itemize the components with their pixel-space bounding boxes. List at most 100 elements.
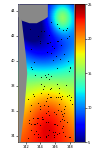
Point — [46, 75, 47, 78]
Point — [59, 58, 61, 60]
Point — [45, 136, 47, 139]
Point — [69, 99, 70, 101]
Point — [50, 95, 51, 98]
Point — [63, 112, 65, 114]
Point — [46, 134, 47, 137]
Point — [64, 104, 65, 107]
Point — [62, 115, 63, 117]
Point — [43, 30, 45, 33]
Point — [59, 120, 61, 122]
Point — [39, 136, 40, 139]
Point — [55, 96, 56, 98]
Point — [47, 50, 48, 53]
Point — [61, 113, 62, 115]
Point — [55, 55, 56, 58]
Point — [48, 105, 49, 108]
Point — [47, 93, 49, 95]
Point — [60, 98, 62, 100]
Point — [57, 40, 58, 42]
Point — [49, 96, 51, 98]
Point — [40, 92, 41, 94]
Point — [37, 35, 39, 38]
Point — [43, 118, 44, 120]
Point — [47, 133, 49, 136]
Point — [63, 119, 65, 122]
Point — [48, 105, 49, 107]
Point — [47, 73, 48, 75]
Point — [36, 117, 38, 120]
Point — [33, 133, 34, 136]
Point — [39, 42, 41, 45]
Point — [62, 127, 63, 129]
Point — [42, 88, 44, 90]
Point — [52, 131, 54, 133]
Point — [39, 124, 40, 127]
Point — [67, 121, 68, 123]
Point — [50, 20, 51, 23]
Point — [34, 61, 35, 63]
Point — [68, 94, 69, 96]
Point — [67, 95, 68, 97]
Point — [37, 136, 38, 138]
Point — [63, 108, 64, 110]
Point — [34, 74, 36, 77]
Point — [58, 26, 60, 29]
Point — [41, 30, 42, 32]
Point — [30, 66, 32, 68]
Polygon shape — [18, 4, 27, 142]
Point — [53, 136, 54, 138]
Point — [70, 67, 71, 69]
Point — [51, 45, 53, 48]
Point — [61, 118, 62, 121]
Point — [30, 48, 32, 50]
Point — [30, 104, 31, 106]
Point — [47, 121, 48, 124]
Point — [51, 52, 52, 54]
Point — [47, 110, 48, 112]
Point — [62, 125, 63, 127]
Polygon shape — [18, 4, 48, 23]
Point — [49, 88, 50, 90]
Point — [56, 124, 58, 126]
Point — [37, 122, 38, 124]
Point — [58, 109, 59, 111]
Point — [62, 29, 63, 31]
Point — [28, 137, 29, 139]
Point — [61, 38, 62, 40]
Point — [58, 103, 60, 105]
Point — [50, 87, 51, 89]
Point — [49, 34, 50, 36]
Point — [45, 112, 47, 114]
Point — [48, 78, 49, 81]
Point — [31, 129, 32, 131]
Point — [33, 123, 34, 125]
Point — [48, 129, 50, 131]
Point — [64, 134, 66, 137]
Point — [54, 131, 56, 133]
Point — [29, 118, 30, 121]
Point — [34, 122, 36, 125]
Point — [44, 73, 45, 76]
Point — [61, 95, 63, 98]
Point — [68, 70, 70, 72]
Point — [31, 123, 32, 125]
Point — [32, 92, 34, 95]
Point — [37, 133, 38, 135]
Point — [70, 96, 72, 98]
Point — [59, 87, 60, 89]
Point — [56, 113, 57, 115]
Point — [53, 134, 55, 136]
Point — [41, 116, 43, 118]
Point — [43, 85, 45, 88]
Point — [33, 95, 35, 97]
Point — [57, 83, 58, 85]
Point — [56, 67, 57, 69]
Point — [35, 130, 37, 132]
Point — [38, 101, 39, 104]
Point — [30, 28, 31, 30]
Point — [37, 117, 39, 120]
Point — [53, 46, 54, 49]
Point — [48, 114, 49, 116]
Point — [43, 104, 45, 106]
Point — [32, 117, 34, 119]
